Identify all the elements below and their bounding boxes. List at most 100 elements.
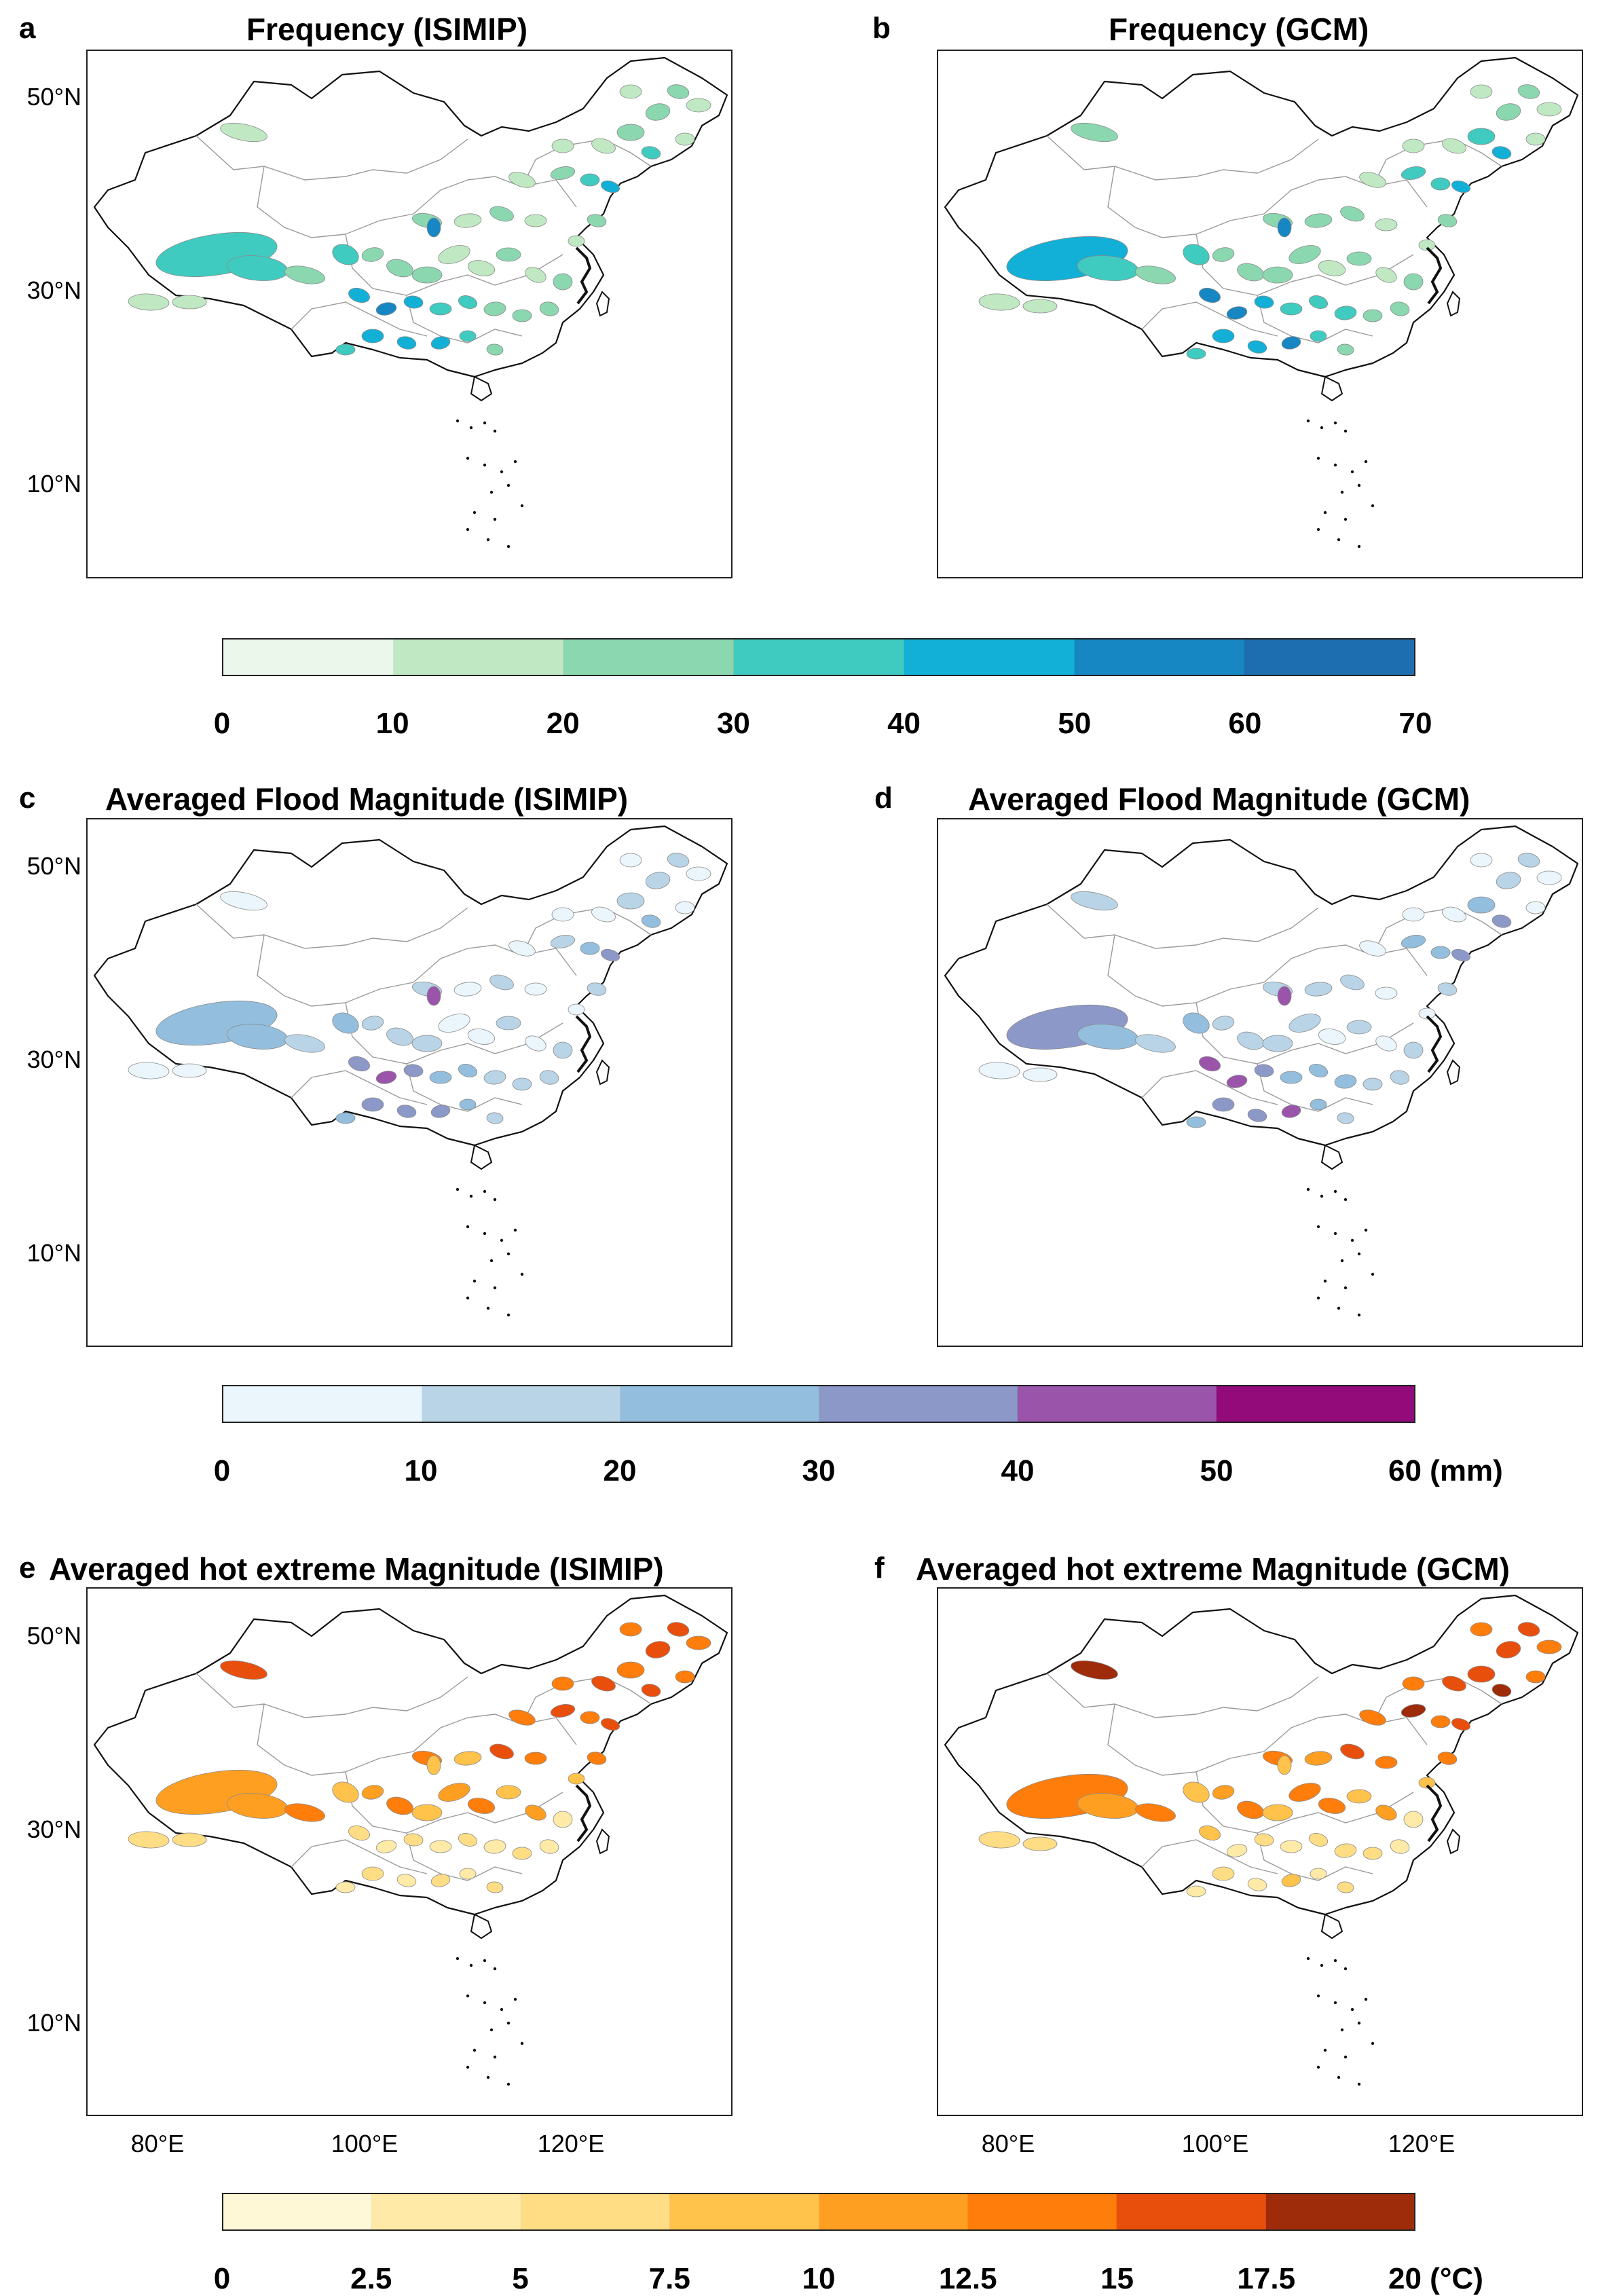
basin-region (1308, 1833, 1329, 1847)
basin-region (335, 1112, 356, 1124)
colorbar-frequency-label: 30 (716, 707, 750, 740)
province-border (196, 904, 468, 949)
basin-region (1437, 982, 1458, 996)
colorbar-flood-segment (819, 1386, 1018, 1422)
basin-region (1183, 244, 1210, 265)
basin-region (1517, 1622, 1540, 1637)
basin-region (1451, 180, 1470, 193)
province-border (1107, 166, 1265, 238)
basin-region (429, 302, 452, 316)
basin-region (616, 124, 645, 141)
basin-region (619, 1622, 642, 1637)
province-border (406, 1832, 523, 1881)
basin-region (1401, 935, 1426, 948)
basin-region (512, 1077, 532, 1091)
basin-region (619, 853, 642, 868)
basin-region (539, 1839, 559, 1854)
map-panel-c (86, 818, 733, 1347)
basin-region (1022, 1836, 1058, 1851)
basin-region (616, 892, 645, 910)
map-drawing (944, 56, 1579, 549)
colorbar-flood-label: 50 (1200, 1454, 1234, 1487)
basin-region (1304, 1751, 1333, 1766)
basin-region (1254, 1833, 1274, 1847)
basin-region (375, 1840, 397, 1853)
colorbar-frequency-segment (734, 640, 904, 675)
island-dot (1316, 2065, 1320, 2069)
basin-region (550, 935, 576, 948)
basin-region (172, 1063, 207, 1078)
basin-region (1334, 1074, 1357, 1089)
island-dot (483, 2001, 487, 2005)
lat-tick-c-10: 10°N (26, 1239, 81, 1267)
basin-region (1288, 245, 1321, 264)
island-dot (520, 2041, 524, 2045)
lon-tick-e-120: 120°E (537, 2130, 605, 2158)
lat-tick-a-10: 10°N (26, 470, 81, 498)
island-dot (1333, 1189, 1337, 1193)
island-dot (1306, 1957, 1310, 1961)
province-border (345, 234, 563, 296)
basin-region (348, 287, 370, 303)
basin-region (375, 302, 397, 316)
basin-region (453, 213, 482, 228)
basin-region (458, 1833, 478, 1847)
basin-region (1390, 1839, 1410, 1854)
island-dot (1357, 1313, 1361, 1317)
basin-region (1375, 267, 1397, 283)
basin-region (1402, 138, 1425, 153)
island-dot (1306, 1187, 1310, 1191)
island-dot (483, 1232, 487, 1236)
colorbar-flood-segment (422, 1386, 620, 1422)
basin-region (361, 329, 384, 344)
province-border (1141, 1839, 1278, 1874)
basin-region (1262, 1035, 1293, 1052)
province-border (1195, 1771, 1414, 1834)
basin-region (641, 1684, 661, 1697)
lon-tick-e-80: 80°E (130, 2130, 185, 2158)
basin-region (1022, 1067, 1058, 1082)
basin-region (1288, 1783, 1321, 1802)
basin-region (1186, 348, 1206, 360)
basin-region (591, 906, 616, 923)
panel-e-letter: e (19, 1551, 36, 1585)
basin-region (1491, 1684, 1512, 1697)
basin-region (667, 84, 690, 99)
province-border (1195, 1002, 1414, 1064)
province-border (1372, 1676, 1502, 1725)
island-dot (1343, 1286, 1348, 1290)
basin-region (496, 1785, 521, 1800)
panel-b-letter: b (872, 12, 891, 45)
basin-region (1199, 1056, 1221, 1072)
island-dot (1340, 490, 1344, 494)
island-dot (506, 544, 511, 549)
basin-region (1418, 1777, 1436, 1789)
colorbar-frequency-segment (393, 640, 564, 675)
island-dot (1343, 517, 1348, 521)
basin-region (1390, 301, 1410, 316)
island-dot (1323, 2048, 1327, 2052)
lat-tick-a-50: 50°N (26, 83, 81, 111)
colorbar-frequency-segment (563, 640, 735, 675)
basin-region (550, 1704, 576, 1718)
basin-region (128, 1062, 170, 1079)
island-dot (1337, 538, 1341, 542)
island-dot (472, 2048, 477, 2052)
island-dot (1320, 1963, 1324, 1967)
basin-region (1359, 172, 1386, 188)
island-dot (486, 1306, 490, 1310)
basin-region (453, 982, 482, 997)
colorbar-hot-segment (1117, 2194, 1266, 2229)
basin-region (361, 1097, 384, 1112)
basin-region (1517, 84, 1540, 99)
basin-region (1281, 1105, 1301, 1118)
basin-region (1071, 1660, 1118, 1680)
basin-region (1496, 1641, 1521, 1659)
province-border (257, 1703, 414, 1776)
taiwan-island (1446, 291, 1461, 317)
basin-region (1359, 1709, 1386, 1726)
island-dot (513, 1997, 517, 2001)
basin-region (1375, 986, 1398, 1000)
basin-region (1491, 914, 1512, 928)
basin-region (1212, 329, 1235, 344)
